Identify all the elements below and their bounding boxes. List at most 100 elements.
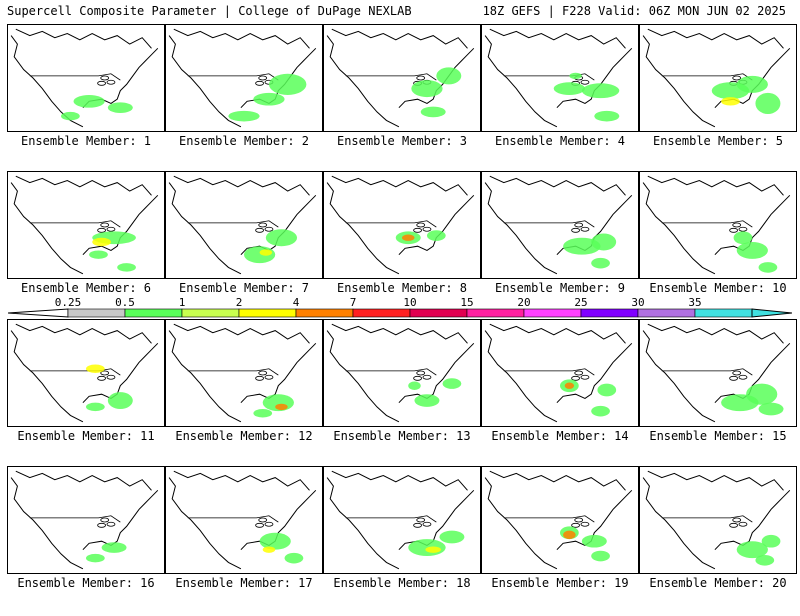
ensemble-panel: Ensemble Member: 20 xyxy=(639,466,797,616)
border-line xyxy=(29,220,121,228)
scp-area xyxy=(265,229,298,247)
coastline xyxy=(714,342,791,404)
member-caption: Ensemble Member: 16 xyxy=(17,576,155,590)
scp-area xyxy=(736,541,768,559)
colorbar-segment xyxy=(409,308,468,318)
lake-outline xyxy=(106,521,116,527)
colorbar-tick-label: 4 xyxy=(293,296,300,309)
map-svg xyxy=(168,28,317,128)
colorbar: 0.25 0.5 1 2 4 7 10 15 20 25 30 35 xyxy=(8,296,792,318)
coastline xyxy=(15,175,152,196)
colorbar-tick-label: 25 xyxy=(574,296,587,309)
member-caption: Ensemble Member: 4 xyxy=(494,134,626,148)
member-caption: Ensemble Member: 14 xyxy=(491,429,629,443)
map-svg xyxy=(484,175,633,275)
map-svg xyxy=(326,323,475,423)
lake-outline xyxy=(574,370,584,376)
scp-area xyxy=(228,110,260,122)
colorbar-segment xyxy=(124,308,183,318)
scp-area xyxy=(107,102,133,113)
member-caption: Ensemble Member: 18 xyxy=(333,576,471,590)
ensemble-panel: Ensemble Member: 16 xyxy=(7,466,165,616)
coastline xyxy=(240,489,317,551)
lake-outline xyxy=(738,521,748,527)
coastline xyxy=(10,477,84,570)
lake-outline xyxy=(729,227,738,233)
colorbar-segment xyxy=(637,308,696,318)
coastline xyxy=(398,194,475,256)
scp-area xyxy=(597,383,617,397)
coastline xyxy=(714,489,791,551)
lake-outline xyxy=(580,374,590,380)
scp-area xyxy=(411,80,443,98)
lake-outline xyxy=(738,374,748,380)
scp-area xyxy=(86,553,105,563)
coastline xyxy=(82,489,159,551)
member-caption: Ensemble Member: 2 xyxy=(178,134,310,148)
lake-outline xyxy=(732,75,742,81)
member-map xyxy=(639,466,797,574)
coastline xyxy=(168,35,242,128)
ensemble-panel: Ensemble Member: 12 xyxy=(165,319,323,469)
member-map xyxy=(481,466,639,574)
member-caption: Ensemble Member: 9 xyxy=(494,281,626,295)
colorbar-tick-label: 2 xyxy=(236,296,243,309)
scp-area xyxy=(581,534,607,548)
scp-area xyxy=(253,409,273,418)
coastline xyxy=(173,175,310,196)
coastline xyxy=(642,330,716,423)
map-svg xyxy=(642,175,791,275)
lake-outline xyxy=(571,522,580,528)
border-line xyxy=(345,73,437,81)
ensemble-panel: Ensemble Member: 15 xyxy=(639,319,797,469)
lake-outline xyxy=(571,227,580,233)
scp-area xyxy=(402,234,415,241)
coastline xyxy=(489,470,626,491)
lake-outline xyxy=(264,374,274,380)
scp-area xyxy=(563,530,576,540)
border-line xyxy=(29,368,121,376)
colorbar-tick-label: 20 xyxy=(517,296,530,309)
lake-outline xyxy=(97,80,106,86)
scp-area xyxy=(117,263,136,272)
coastline xyxy=(484,182,558,275)
member-caption: Ensemble Member: 7 xyxy=(178,281,310,295)
member-map xyxy=(7,171,165,279)
scp-area xyxy=(755,92,781,115)
lake-outline xyxy=(580,226,590,232)
ensemble-panel: Ensemble Member: 3 xyxy=(323,24,481,174)
ensemble-panel: Ensemble Member: 11 xyxy=(7,319,165,469)
scp-area xyxy=(758,262,778,273)
coastline xyxy=(173,470,310,491)
colorbar-segment xyxy=(580,308,639,318)
lake-outline xyxy=(100,370,110,376)
ensemble-panel: Ensemble Member: 14 xyxy=(481,319,639,469)
coastline xyxy=(168,182,242,275)
ensemble-panel: Ensemble Member: 2 xyxy=(165,24,323,174)
scp-area xyxy=(268,73,307,95)
colorbar-tick-label: 0.25 xyxy=(55,296,82,309)
scp-area xyxy=(746,383,778,405)
lake-outline xyxy=(255,80,264,86)
coastline xyxy=(398,47,475,109)
coastline xyxy=(484,477,558,570)
member-caption: Ensemble Member: 13 xyxy=(333,429,471,443)
border-line xyxy=(345,220,437,228)
lake-outline xyxy=(416,75,426,81)
coastline xyxy=(556,342,633,404)
scp-area xyxy=(284,552,304,564)
ensemble-panel: Ensemble Member: 4 xyxy=(481,24,639,174)
scp-area xyxy=(736,241,768,259)
border-line xyxy=(661,220,753,228)
border-line xyxy=(187,220,279,228)
member-map xyxy=(7,24,165,132)
lake-outline xyxy=(732,517,742,523)
coastline xyxy=(240,342,317,404)
scp-area xyxy=(442,378,462,389)
member-caption: Ensemble Member: 20 xyxy=(649,576,787,590)
coastline xyxy=(82,194,159,256)
lake-outline xyxy=(732,222,742,228)
lake-outline xyxy=(97,522,106,528)
scp-area xyxy=(553,82,585,95)
border-line xyxy=(29,515,121,523)
